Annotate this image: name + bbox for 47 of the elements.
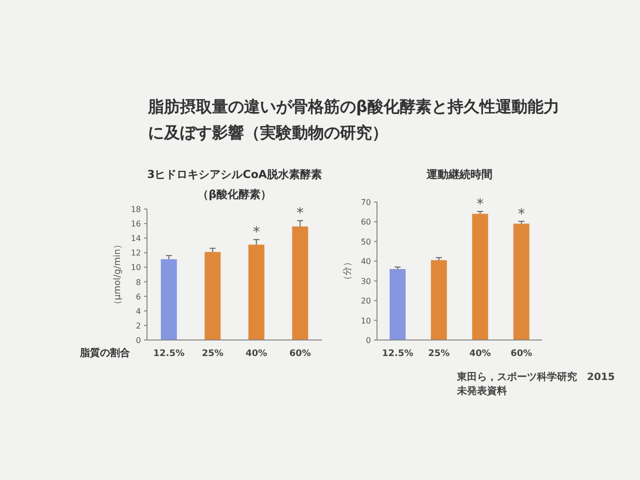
y-tick-label: 0 (366, 336, 371, 345)
y-tick-label: 6 (136, 292, 141, 302)
y-tick-label: 0 (136, 336, 141, 345)
y-tick-label: 30 (360, 276, 371, 286)
y-tick-label: 70 (360, 198, 371, 207)
y-axis-title: （分） (342, 258, 353, 284)
x-tick-label: 25% (428, 349, 450, 359)
bar (204, 252, 221, 340)
chart-subtitle: （β酸化酵素） (198, 188, 272, 201)
bar (160, 259, 177, 340)
y-tick-label: 20 (360, 296, 371, 306)
y-tick-label: 18 (130, 205, 141, 214)
y-tick-label: 40 (360, 257, 371, 266)
y-tick-label: 10 (130, 263, 141, 272)
annotation: * (296, 206, 304, 222)
y-tick-label: 10 (360, 316, 371, 326)
y-tick-label: 14 (130, 234, 141, 244)
bar (430, 260, 447, 340)
y-tick-label: 4 (136, 306, 141, 316)
x-axis-title: 脂質の割合 (79, 347, 131, 359)
y-tick-label: 16 (130, 220, 141, 229)
bar (248, 244, 264, 340)
text: 未発表資料 (456, 385, 507, 397)
x-tick-label: 60% (289, 349, 311, 359)
y-tick-label: 50 (360, 237, 371, 246)
bar (390, 269, 406, 340)
x-tick-label: 12.5% (382, 349, 414, 359)
annotation: * (252, 224, 260, 241)
chart-title: 3ヒドロキシアシルCoA脱水素酵素 (147, 168, 322, 181)
x-tick-label: 60% (510, 349, 532, 359)
x-tick-label: 25% (202, 349, 224, 359)
x-tick-label: 40% (469, 349, 491, 359)
chart-title: 運動継続時間 (426, 168, 492, 181)
bar (513, 224, 530, 340)
y-tick-label: 8 (136, 278, 141, 287)
text: 脂肪摂取量の違いが骨格筋のβ酸化酵素と持久性運動能力に及ぼす影響（実験動物の研究） (147, 97, 560, 142)
y-tick-label: 60 (360, 218, 371, 227)
bar (472, 214, 488, 340)
bar (292, 226, 308, 340)
y-axis-title: （μmol/g/min） (113, 240, 123, 310)
y-tick-label: 2 (136, 321, 141, 330)
annotation: * (518, 206, 525, 222)
x-tick-label: 12.5% (153, 349, 184, 359)
x-tick-label: 40% (246, 349, 268, 359)
y-tick-label: 12 (130, 248, 141, 258)
text: 東田ら，スポーツ科学研究 2015 (456, 371, 615, 383)
annotation: * (476, 196, 484, 212)
